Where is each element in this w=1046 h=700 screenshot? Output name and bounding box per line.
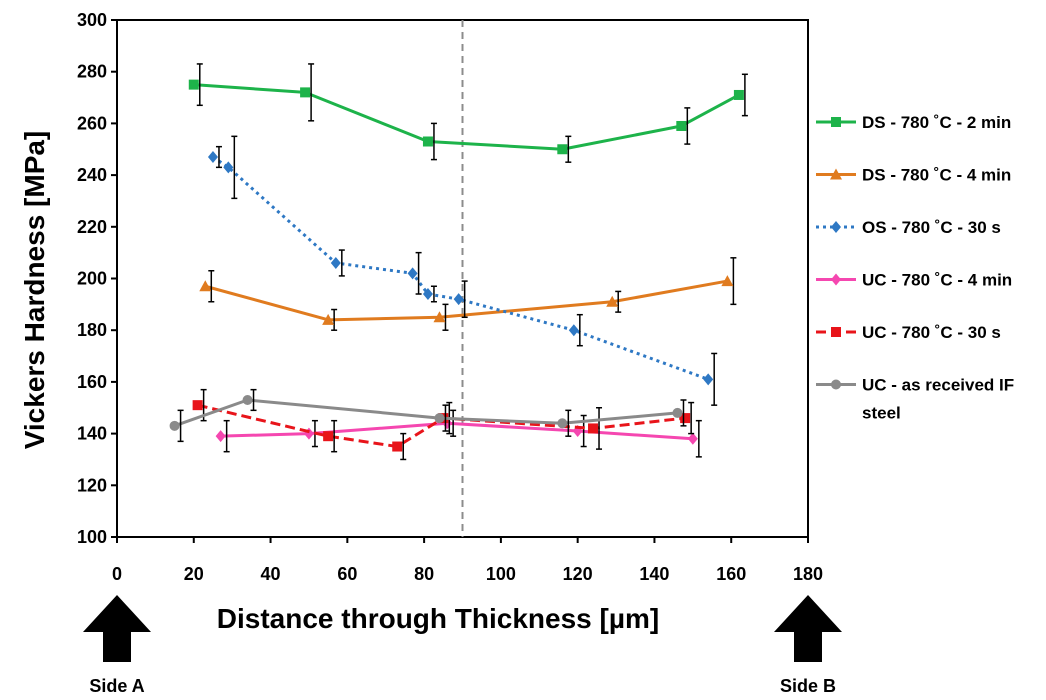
data-point: [207, 151, 218, 164]
data-point: [831, 117, 841, 127]
y-tick-label: 200: [77, 269, 107, 289]
side-a-label: Side A: [89, 676, 144, 696]
data-point: [721, 275, 734, 287]
side-b-label: Side B: [780, 676, 836, 696]
legend-item: OS - 780 ˚C - 30 s: [816, 218, 1001, 237]
data-point: [831, 379, 841, 390]
series: [169, 388, 687, 443]
x-tick-label: 40: [261, 564, 281, 584]
side-arrows: Side A Side B: [83, 595, 842, 696]
legend-item: UC - as received IF steel: [816, 376, 1014, 423]
x-tick-label: 80: [414, 564, 434, 584]
y-tick-label: 240: [77, 165, 107, 185]
data-point: [422, 288, 433, 301]
data-point: [831, 327, 841, 337]
data-point: [672, 407, 683, 418]
side-a-arrow: [83, 595, 151, 662]
data-point: [323, 431, 334, 442]
y-tick-label: 140: [77, 424, 107, 444]
x-tick-label: 0: [112, 564, 122, 584]
data-point: [453, 293, 464, 306]
x-tick-label: 140: [639, 564, 669, 584]
data-point: [330, 256, 341, 269]
y-tick-label: 100: [77, 527, 107, 547]
plot-area: [169, 63, 748, 461]
data-point: [557, 144, 568, 155]
y-tick-label: 260: [77, 113, 107, 133]
legend-label: UC - as received IF: [862, 376, 1014, 395]
data-point: [215, 430, 226, 443]
data-point: [433, 311, 446, 323]
data-point: [199, 280, 212, 292]
series: [188, 63, 748, 163]
y-tick-label: 180: [77, 320, 107, 340]
data-point: [557, 418, 568, 429]
x-tick-label: 60: [337, 564, 357, 584]
data-point: [588, 423, 599, 434]
series: [207, 135, 718, 406]
data-point: [407, 267, 418, 280]
y-tick-label: 280: [77, 62, 107, 82]
series-line: [193, 83, 740, 151]
legend-item: UC - 780 ˚C - 4 min: [816, 271, 1012, 290]
axes: 100 120 140 160 180 200 220 240 260 280 300 0 20 40 60…: [77, 10, 823, 584]
data-point: [568, 324, 579, 337]
data-point: [606, 295, 619, 307]
x-tick-label: 120: [563, 564, 593, 584]
x-tick-label: 180: [793, 564, 823, 584]
legend-item: DS - 780 ˚C - 2 min: [816, 113, 1011, 132]
series-line: [212, 155, 709, 381]
y-axis-title: Vickers Hardness [MPa]: [19, 131, 50, 450]
data-point: [188, 79, 199, 90]
side-b-arrow: [774, 595, 842, 662]
legend-item: UC - 780 ˚C - 30 s: [816, 323, 1001, 342]
y-tick-label: 160: [77, 372, 107, 392]
data-point: [830, 168, 842, 180]
legend: DS - 780 ˚C - 2 min DS - 780 ˚C - 4 min OS…: [816, 113, 1014, 423]
data-point: [680, 413, 691, 424]
data-point: [434, 413, 445, 424]
y-tick-label: 300: [77, 10, 107, 30]
legend-label: DS - 780 ˚C - 2 min: [862, 113, 1011, 132]
data-point: [703, 373, 714, 386]
legend-label: steel: [862, 404, 901, 423]
data-point: [831, 221, 841, 233]
data-point: [392, 441, 403, 452]
data-point: [733, 89, 744, 100]
data-point: [687, 432, 698, 445]
data-point: [322, 313, 335, 325]
data-point: [169, 420, 180, 431]
data-point: [192, 400, 203, 411]
y-tick-label: 120: [77, 475, 107, 495]
x-axis-title: Distance through Thickness [µm]: [217, 603, 659, 634]
data-point: [422, 136, 433, 147]
x-tick-label: 100: [486, 564, 516, 584]
y-tick-label: 220: [77, 217, 107, 237]
legend-item: DS - 780 ˚C - 4 min: [816, 166, 1011, 185]
series: [199, 257, 737, 331]
legend-label: DS - 780 ˚C - 4 min: [862, 166, 1011, 185]
data-point: [831, 273, 841, 286]
data-point: [676, 120, 687, 131]
legend-label: OS - 780 ˚C - 30 s: [862, 218, 1001, 237]
legend-label: UC - 780 ˚C - 4 min: [862, 271, 1012, 290]
x-tick-label: 20: [184, 564, 204, 584]
series-line: [204, 279, 728, 322]
series-line: [197, 403, 686, 449]
x-tick-label: 160: [716, 564, 746, 584]
data-point: [242, 394, 253, 405]
data-point: [300, 87, 311, 98]
legend-label: UC - 780 ˚C - 30 s: [862, 323, 1001, 342]
data-point: [223, 161, 234, 174]
